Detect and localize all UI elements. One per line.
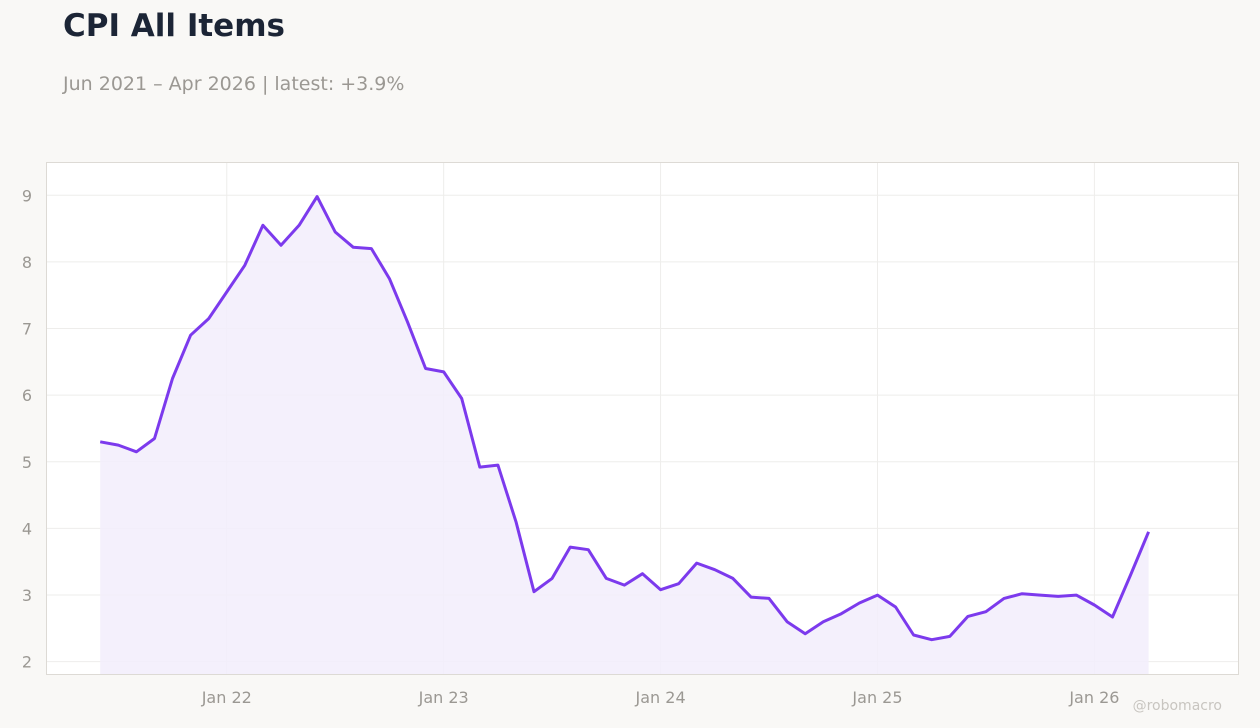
cpi-line bbox=[99, 195, 1150, 642]
y-tick-label: 8 bbox=[22, 253, 32, 272]
y-tick-label: 6 bbox=[22, 386, 32, 405]
y-tick-label: 9 bbox=[22, 186, 32, 205]
x-tick-label: Jan 25 bbox=[851, 688, 902, 707]
x-axis-ticks: Jan 22 Jan 23 Jan 24 Jan 25 Jan 26 bbox=[201, 688, 1120, 707]
y-tick-label: 7 bbox=[22, 320, 32, 339]
x-tick-label: Jan 24 bbox=[635, 688, 686, 707]
x-tick-label: Jan 22 bbox=[201, 688, 252, 707]
x-tick-label: Jan 26 bbox=[1068, 688, 1119, 707]
watermark: @robomacro bbox=[1132, 698, 1222, 714]
chart-title: CPI All Items bbox=[63, 8, 285, 44]
plot-frame bbox=[46, 162, 1239, 675]
x-tick-label: Jan 23 bbox=[418, 688, 469, 707]
area-fill bbox=[100, 196, 1149, 675]
y-tick-label: 3 bbox=[22, 586, 32, 605]
y-tick-label: 4 bbox=[22, 519, 32, 538]
y-axis-ticks: 2 3 4 5 6 7 8 9 bbox=[22, 186, 32, 671]
chart-subtitle: Jun 2021 – Apr 2026 | latest: +3.9% bbox=[63, 73, 405, 95]
y-tick-label: 5 bbox=[22, 453, 32, 472]
y-tick-label: 2 bbox=[22, 653, 32, 672]
